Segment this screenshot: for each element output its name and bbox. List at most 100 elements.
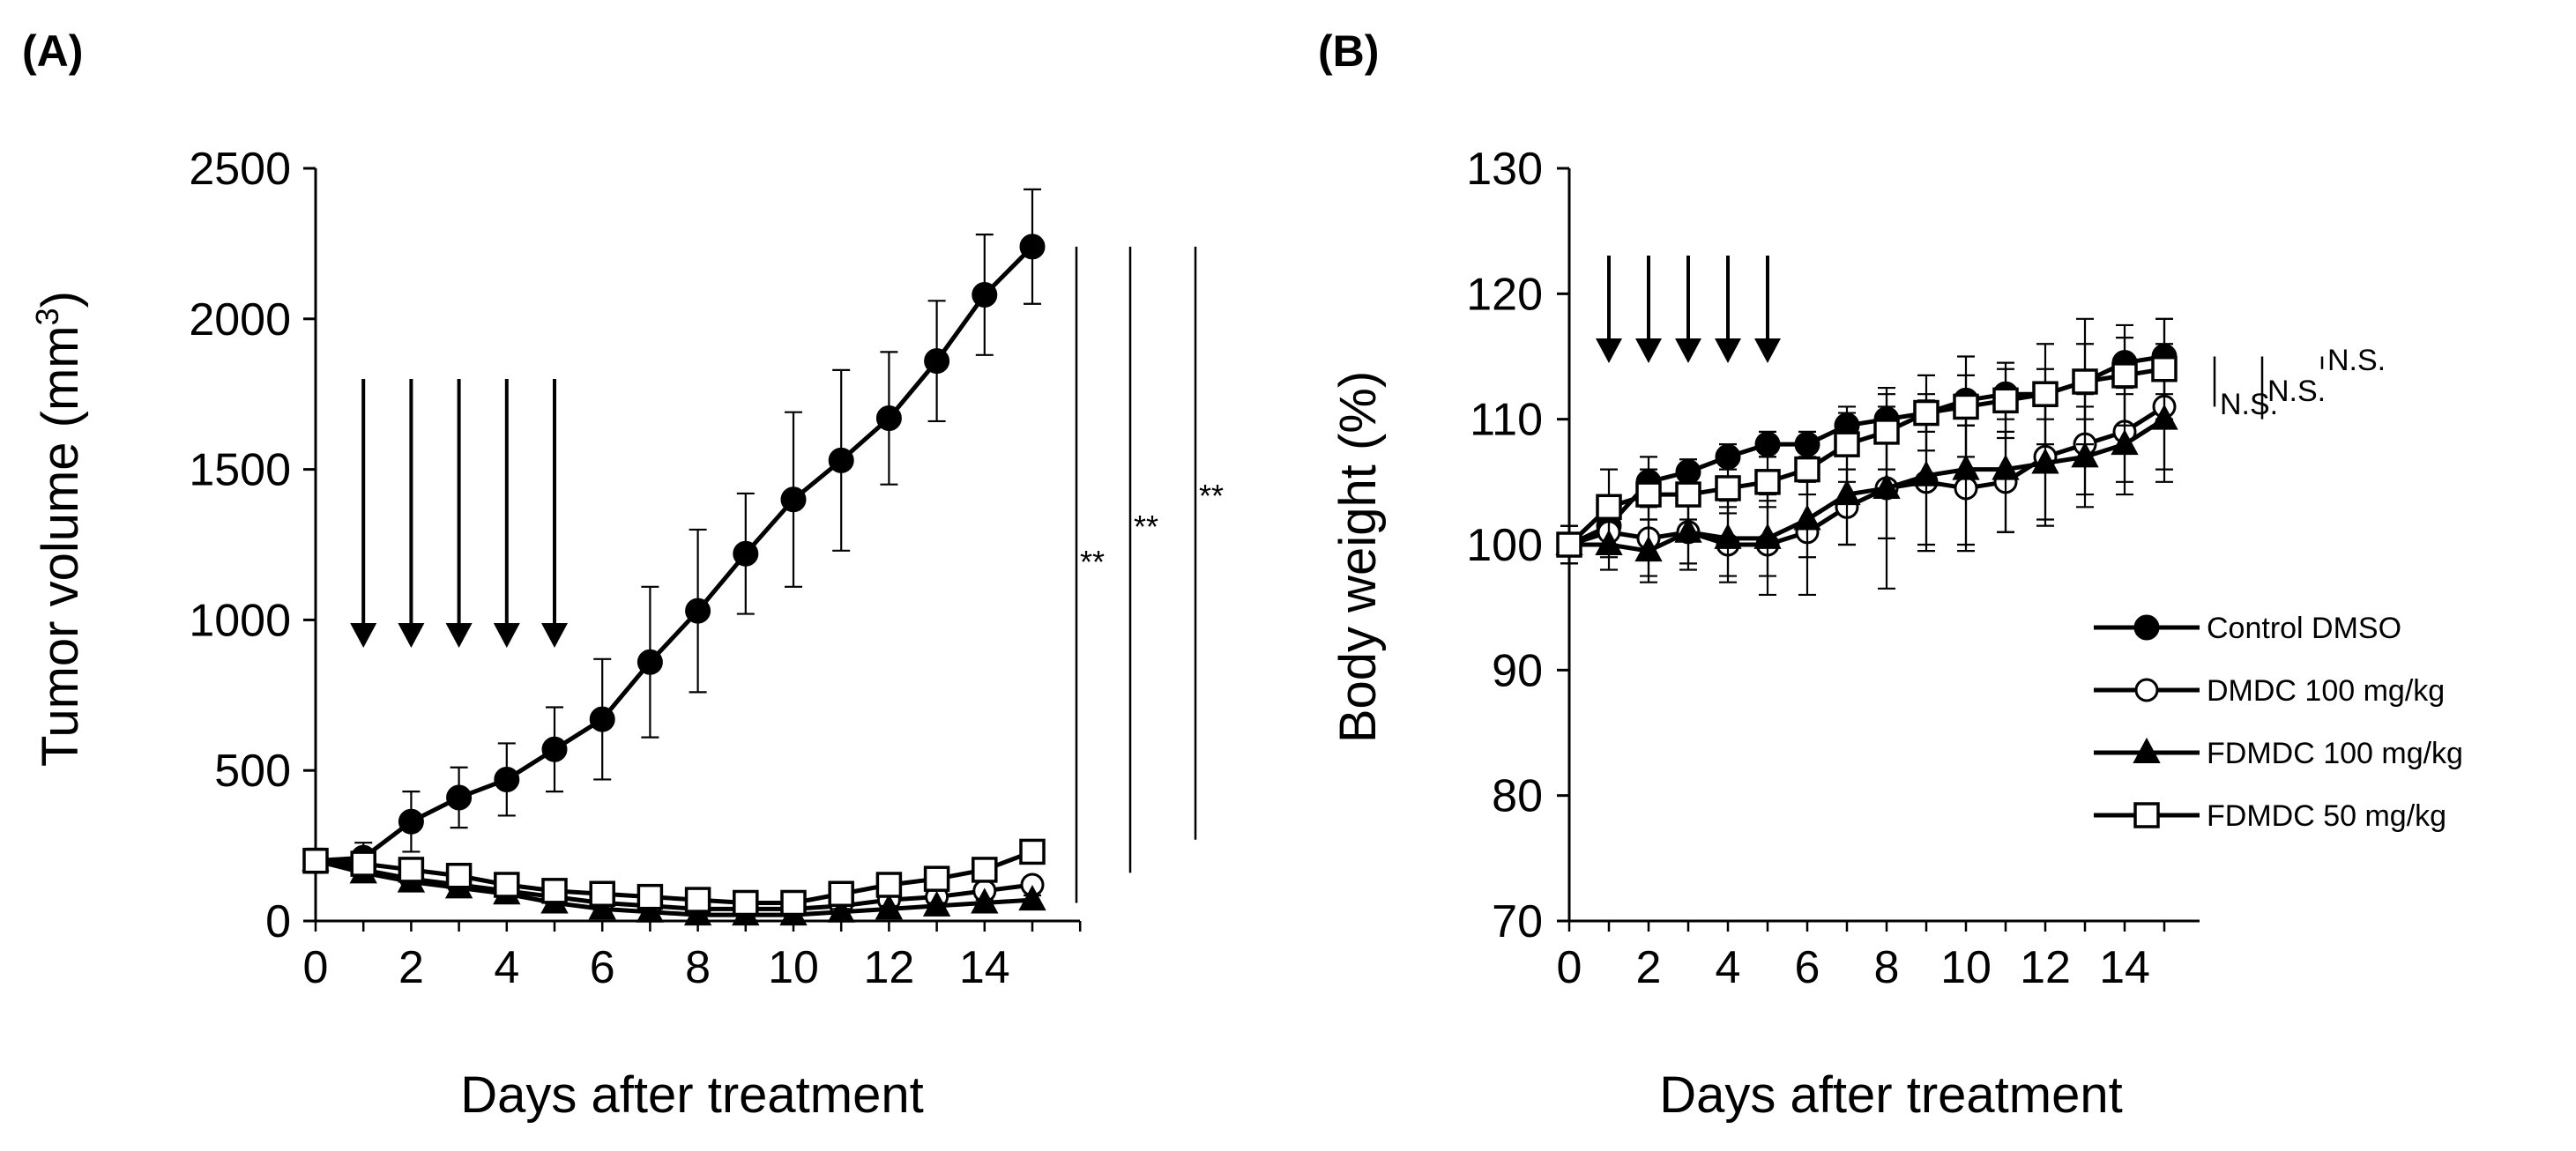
data-point [398, 857, 425, 883]
data-point [2071, 442, 2099, 468]
chart-a-treatment-arrows [350, 379, 568, 648]
data-point [2111, 362, 2138, 389]
data-point [541, 736, 568, 762]
series-filled-circle [302, 188, 1046, 874]
x-tick-label: 4 [494, 942, 519, 993]
data-point [1833, 479, 1861, 506]
y-tick-label: 2500 [189, 144, 291, 195]
legend-marker [2134, 678, 2159, 702]
legend-item: DMDC 100 mg/kg [2094, 674, 2445, 708]
y-tick-label: 70 [1492, 896, 1543, 947]
x-tick-label: 12 [2020, 942, 2071, 993]
data-point [684, 887, 711, 913]
data-point [875, 405, 902, 432]
treatment-arrow-head [541, 623, 568, 648]
data-point [2031, 448, 2059, 474]
series-open-square [1556, 317, 2178, 565]
data-point [827, 896, 855, 923]
x-tick-label: 12 [863, 942, 914, 993]
chart-a-xlabel: Days after treatment [460, 1066, 923, 1124]
treatment-arrow-head [398, 623, 425, 648]
treatment-arrow [1715, 256, 1741, 363]
data-point [636, 896, 665, 923]
data-point [1018, 884, 1046, 911]
data-point [2032, 381, 2059, 407]
treatment-arrow [1596, 256, 1622, 363]
chart-b-xlabel: Days after treatment [1659, 1066, 2122, 1124]
treatment-arrow-head [1675, 338, 1701, 363]
data-point [828, 880, 854, 908]
data-point [685, 598, 711, 624]
treatment-arrow [350, 379, 377, 648]
data-point [2072, 368, 2098, 395]
x-tick-label: 0 [303, 942, 329, 993]
x-tick-label: 2 [1636, 942, 1662, 993]
data-point [588, 894, 616, 920]
data-point [1675, 481, 1701, 508]
series-line [1567, 367, 2165, 546]
data-point [637, 883, 664, 910]
significance-label: ** [1080, 544, 1105, 580]
x-tick-label: 2 [398, 942, 424, 993]
data-point [446, 784, 473, 811]
chart-a-axes: 0 500 1000 1500 2000 2500 0 2 4 6 8 10 12 14 [189, 144, 1082, 993]
treatment-arrow-head [1596, 338, 1622, 363]
chart-b-axes: 70 80 90 100 110 120 130 0 2 4 6 8 10 12 14 [1466, 144, 2200, 993]
x-tick-label: 4 [1716, 942, 1741, 993]
data-point [828, 447, 854, 473]
y-tick-label: 1000 [189, 595, 291, 646]
legend-item: Control DMSO [2094, 612, 2401, 645]
data-point [875, 872, 903, 898]
x-tick-label: 14 [2099, 942, 2150, 993]
data-point [1596, 494, 1622, 521]
panel-b-label: (B) [1318, 26, 1379, 76]
chart-a-ylabel-end: ) [32, 291, 89, 308]
data-point [683, 900, 712, 926]
data-point [1873, 419, 1900, 445]
y-tick-label: 130 [1466, 144, 1543, 195]
data-point [780, 889, 807, 917]
treatment-arrow [493, 379, 520, 648]
significance-label: N.S. [2220, 388, 2278, 421]
data-point [2151, 355, 2178, 382]
data-point [875, 894, 904, 920]
data-point [1715, 475, 1741, 501]
chart-a-series [302, 188, 1046, 926]
series-line [315, 858, 1033, 917]
y-tick-label: 90 [1492, 645, 1543, 696]
treatment-arrow-head [350, 623, 377, 648]
data-point [972, 857, 998, 883]
data-point [1793, 504, 1821, 531]
data-point [1754, 469, 1781, 495]
y-tick-label: 0 [265, 896, 291, 947]
chart-a-ylabel-sup: 3 [29, 308, 65, 325]
data-point [922, 890, 951, 917]
data-point [1992, 387, 2019, 414]
legend-item: FDMDC 100 mg/kg [2094, 737, 2463, 770]
y-tick-label: 120 [1466, 269, 1543, 320]
chart-b-ylabel: Body weight (%) [1329, 371, 1387, 743]
x-tick-label: 8 [1874, 942, 1900, 993]
x-tick-label: 14 [959, 942, 1010, 993]
data-point [1556, 531, 1582, 558]
data-point [780, 486, 807, 513]
data-point [923, 865, 950, 892]
treatment-arrow [445, 379, 473, 648]
legend-label: FDMDC 100 mg/kg [2207, 737, 2463, 770]
data-point [1952, 454, 1980, 480]
data-point [733, 889, 759, 917]
data-point [302, 847, 329, 874]
chart-b-legend: Control DMSO DMDC 100 mg/kg FDMDC 100 mg/k… [2094, 612, 2463, 833]
series-line [315, 850, 1033, 906]
data-point [541, 878, 568, 904]
treatment-arrow-head [1635, 338, 1662, 363]
x-tick-label: 8 [685, 942, 711, 993]
data-point [1992, 454, 2020, 480]
legend-marker [2133, 614, 2160, 641]
series-line [1568, 405, 2166, 547]
chart-b-treatment-arrows [1596, 256, 1781, 363]
data-point [2111, 429, 2139, 456]
treatment-arrow-head [1754, 338, 1781, 363]
y-tick-label: 110 [1470, 395, 1543, 446]
